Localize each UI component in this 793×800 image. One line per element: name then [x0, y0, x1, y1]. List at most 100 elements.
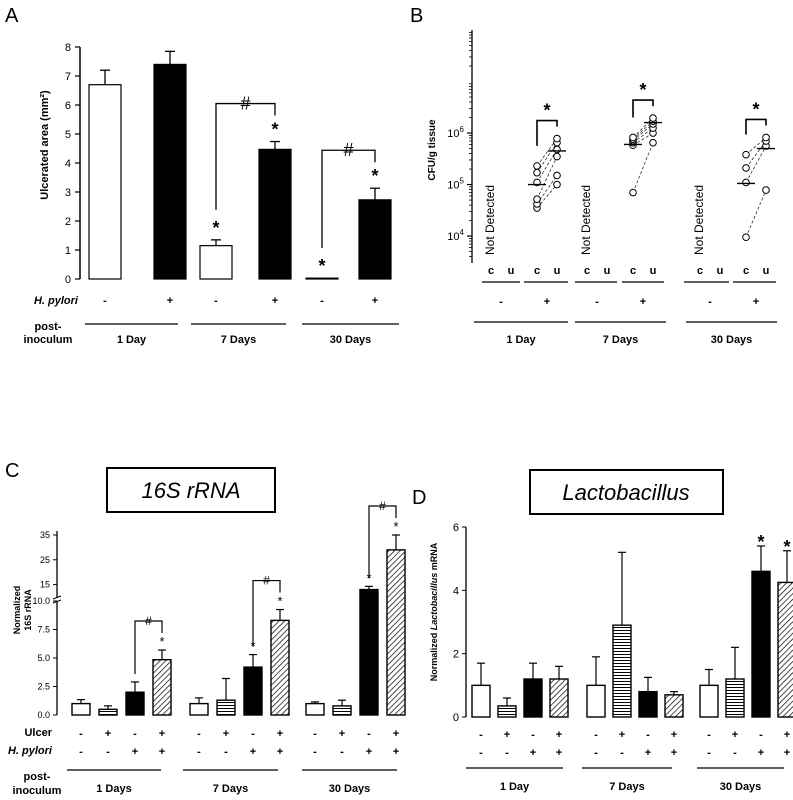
panel-c-ulcer-sign: + — [393, 728, 399, 740]
panel-c-bracket-mark: # — [379, 499, 386, 513]
panel-d-y-axis: 0 2 4 6 — [453, 522, 467, 724]
panel-a-factor-sign: - — [103, 295, 107, 307]
panel-a-bar — [358, 199, 392, 280]
panel-c-bar — [386, 549, 406, 716]
panel-b-letter: B — [410, 5, 423, 27]
panel-c-ulcer-sign: + — [223, 728, 229, 740]
panel-a-bar — [88, 84, 122, 280]
panel-d-letter: D — [412, 487, 426, 509]
panel-d-ylabel-gene: Lactobacillus — [429, 573, 439, 631]
panel-d-ylabel-pre: Normalized — [429, 630, 439, 681]
panel-c-axis-break — [52, 595, 62, 600]
panel-a-ytick-label: 3 — [65, 187, 71, 199]
panel-b-point-c — [742, 150, 750, 159]
panel-c-title-box — [106, 467, 276, 513]
panel-c-factor-rows: Ulcer H. pylori post-inoculum - - + - - + + + - - + - -… — [8, 727, 399, 797]
panel-b-pair-line — [745, 145, 767, 183]
panel-b-point-u — [553, 180, 561, 189]
panel-d-hpylori-sign: - — [733, 747, 737, 759]
panel-c-bracket-mark: # — [263, 574, 270, 588]
panel-d-hpylori-sign: + — [645, 747, 651, 759]
panel-b-bracket — [745, 118, 767, 135]
panel-b-tissue-label: c — [630, 265, 636, 277]
panel-c-factor-label: Ulcer — [24, 727, 52, 739]
panel-a-bracket-mark: # — [240, 94, 250, 114]
panel-c-bracket-mark: # — [145, 614, 152, 628]
panel-d-ulcer-sign: + — [784, 729, 790, 741]
panel-b-factor-sign: - — [595, 296, 599, 308]
panel-d-factor-rows: - - + - - + + + - - + - - + + + - - + - - + + +1 Day 7 Days 30 Da… — [466, 729, 790, 793]
panel-a-ytick-label: 1 — [65, 245, 71, 257]
panel-c-ulcer-sign: - — [313, 728, 317, 740]
panel-a-significance-mark: * — [371, 166, 378, 186]
panel-b-pair-line — [632, 132, 654, 146]
panel-c-bracket — [252, 579, 281, 647]
panel-a-factor-rows: H. pylori - + - + - + post-inoculum 1 Day 7 Days 3… — [24, 295, 399, 346]
panel-b-point-u — [553, 152, 561, 161]
panel-c-factor-label: H. pylori — [8, 745, 53, 757]
panel-a-ytick-label: 4 — [65, 158, 71, 170]
panel-b-pair-line — [745, 189, 767, 238]
panel-b-ytick-base: 10 — [447, 128, 459, 140]
panel-c-hpylori-sign: - — [79, 746, 83, 758]
panel-a-factor-sign: - — [320, 295, 324, 307]
panel-d-ytick-label: 2 — [453, 649, 459, 661]
panel-d-hpylori-sign: + — [784, 747, 790, 759]
panel-a-factor-label: H. pylori — [34, 295, 79, 307]
panel-c-bar — [152, 659, 172, 716]
panel-c-hpylori-sign: + — [277, 746, 283, 758]
panel-b-tissue-label: u — [554, 265, 561, 277]
panel-b-tissue-label: c — [534, 265, 540, 277]
panel-c-factor-label-line: post- — [24, 771, 51, 783]
panel-c-group-label: 1 Days — [96, 783, 131, 795]
panel-c-bar — [359, 588, 379, 716]
panel-b-tissue-label: u — [763, 265, 770, 277]
panel-c-ulcer-sign: - — [133, 728, 137, 740]
panel-d-title-box — [529, 469, 724, 515]
panel-c-hpylori-sign: - — [197, 746, 201, 758]
panel-d-ulcer-sign: - — [531, 729, 535, 741]
panel-b-pair-line — [632, 142, 654, 193]
panel-b-point-c — [533, 195, 541, 203]
panel-c-annotations: * ****### — [134, 499, 399, 674]
panel-d-bar — [777, 581, 793, 718]
panel-c-bar — [332, 705, 352, 716]
panel-d-hpylori-sign: + — [671, 747, 677, 759]
panel-b-annotations: * * * — [536, 80, 767, 146]
panel-b-point-u — [649, 138, 657, 147]
panel-c-ytick-label: 2.5 — [37, 682, 50, 692]
panel-d-bar — [612, 624, 632, 718]
panel-b-point-c — [629, 188, 637, 197]
panel-d-title: Lactobacillus — [562, 480, 689, 505]
panel-d-ytick-label: 0 — [453, 712, 459, 724]
panel-b-point-c — [742, 233, 750, 242]
panel-d-hpylori-sign: + — [556, 747, 562, 759]
panel-c-ytick-label: 15 — [40, 580, 50, 590]
panel-d-group-label: 7 Days — [609, 781, 644, 793]
panel-c-ylabel-1: Normalized — [12, 586, 22, 635]
panel-a-significance-mark: * — [318, 256, 325, 276]
panel-d-bar — [664, 694, 684, 718]
panel-b-not-detected: Not Detected — [483, 185, 497, 255]
panel-d-ulcer-sign: + — [671, 729, 677, 741]
panel-d: D Lactobacillus Normalized Lactobacillus… — [412, 469, 793, 793]
panel-b-ytick-label: 104 — [447, 228, 464, 243]
panel-a-y-axis: 0 1 2 3 4 5 6 7 8 — [65, 42, 81, 286]
panel-d-bar — [725, 678, 745, 718]
panel-b-pair-line — [536, 138, 558, 167]
panel-d-ytick-label: 4 — [453, 585, 459, 597]
panel-d-ulcer-sign: - — [707, 729, 711, 741]
panel-b-pair-line — [536, 156, 558, 200]
panel-b-group-label: 30 Days — [711, 334, 753, 346]
panel-c-hpylori-sign: + — [132, 746, 138, 758]
panel-d-ulcer-sign: + — [732, 729, 738, 741]
panel-b-ytick-label: 105 — [447, 177, 464, 192]
panel-b-significance-mark: * — [752, 99, 759, 119]
panel-d-ylabel: Normalized Lactobacillus mRNA — [429, 542, 439, 681]
panel-b-point-c — [533, 168, 541, 177]
panel-b-group-label: 7 Days — [603, 334, 638, 346]
